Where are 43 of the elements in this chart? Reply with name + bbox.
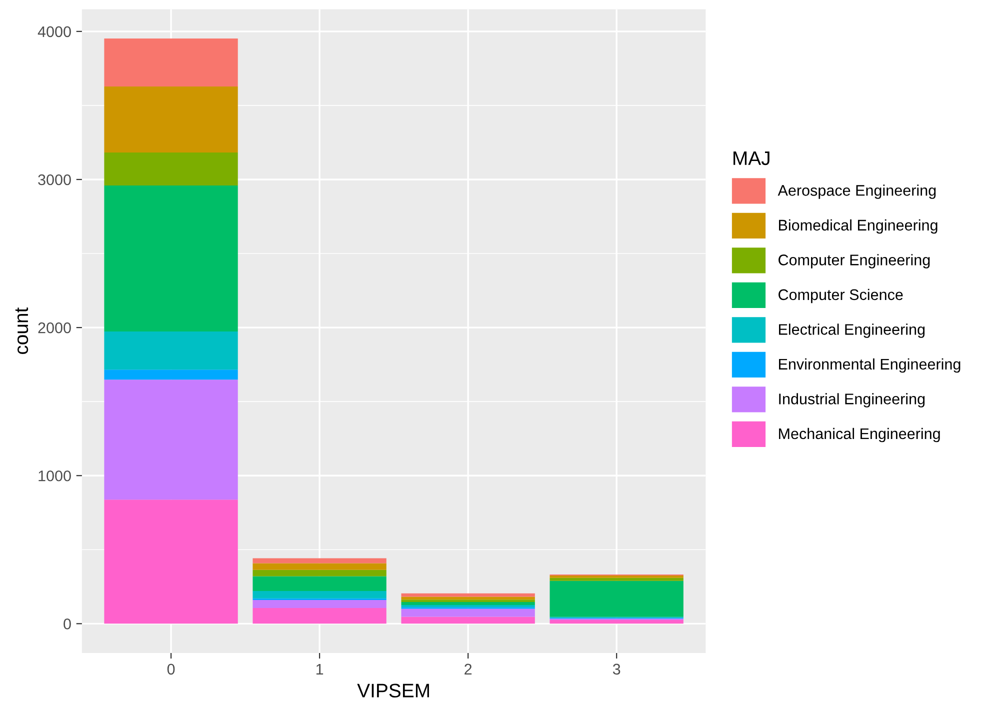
y-tick-label: 4000 — [38, 26, 71, 38]
y-tick-label: 0 — [64, 618, 71, 630]
bar — [252, 600, 386, 608]
bar — [401, 600, 535, 602]
legend-label: Computer Science — [778, 288, 903, 304]
y-tick-label: 2000 — [38, 322, 71, 334]
bar — [401, 596, 535, 600]
bar — [104, 38, 238, 87]
bar — [252, 570, 386, 576]
legend-label: Computer Engineering — [778, 254, 930, 268]
bar — [252, 576, 386, 591]
bar — [401, 616, 535, 624]
y-axis-title: count — [15, 307, 28, 354]
bar — [550, 580, 684, 617]
legend-label: Electrical Engineering — [779, 324, 925, 338]
bar — [104, 380, 238, 500]
x-axis-title: VIPSEM — [357, 684, 429, 698]
bar — [104, 500, 238, 624]
bar — [401, 608, 535, 617]
legend-title: MAJ — [734, 152, 770, 166]
bar — [252, 558, 386, 564]
x-tick-label: 3 — [612, 664, 620, 675]
bar — [104, 370, 238, 380]
y-tick-label: 3000 — [38, 174, 71, 186]
bar — [104, 186, 238, 332]
bar — [401, 602, 535, 606]
bar — [252, 563, 386, 570]
legend-label: Aerospace Engineering — [778, 184, 936, 199]
legend-label: Mechanical Engineering — [779, 428, 940, 442]
y-tick-label: 1000 — [38, 470, 71, 482]
x-tick-label: 0 — [167, 664, 175, 675]
x-tick-label: 2 — [464, 664, 472, 674]
bar — [550, 578, 684, 581]
legend-label: Biomedical Engineering — [779, 219, 938, 234]
x-tick-label: 1 — [316, 664, 324, 674]
bar — [104, 152, 238, 186]
bar — [252, 608, 386, 624]
legend-label: Industrial Engineering — [779, 393, 925, 408]
bar — [550, 620, 684, 624]
bar — [104, 332, 238, 370]
bar — [104, 86, 238, 153]
bar — [252, 590, 386, 598]
legend-label: Environmental Engineering — [779, 358, 960, 373]
